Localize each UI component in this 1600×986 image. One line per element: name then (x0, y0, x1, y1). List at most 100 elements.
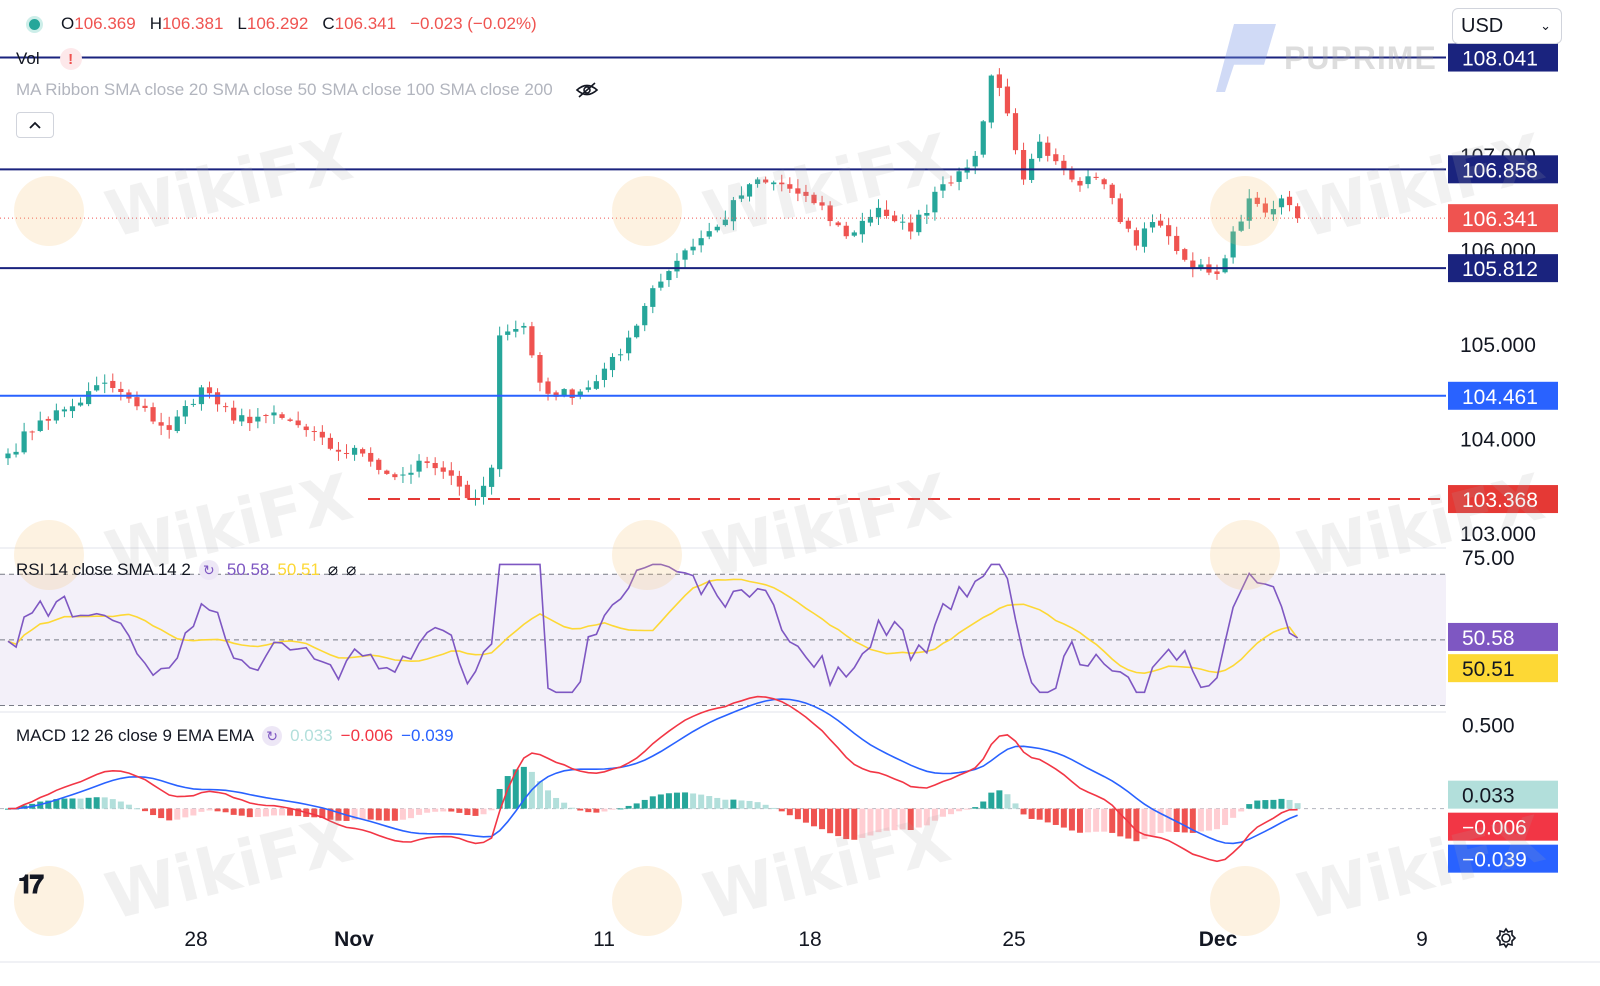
candle-body (1157, 220, 1164, 226)
candle-body (819, 202, 825, 206)
candle-body (13, 451, 19, 455)
candle-body (1061, 160, 1067, 169)
macd-histogram-bar (1286, 799, 1293, 809)
macd-histogram-bar (730, 799, 737, 809)
macd-histogram-bar (77, 798, 84, 809)
macd-histogram-bar (311, 808, 318, 818)
ohlc-low: L106.292 (237, 14, 309, 33)
macd-histogram-bar (1117, 808, 1124, 837)
candle-body (223, 406, 229, 408)
candle-body (1053, 154, 1059, 162)
macd-value-tag (1448, 780, 1558, 809)
candle-body (730, 200, 736, 222)
rsi-line (7, 563, 1299, 694)
rsi-legend[interactable]: RSI 14 close SMA 14 2 ↻ 50.58 50.51 ⌀ ⌀ (16, 560, 356, 580)
vol-legend[interactable]: Vol ! (16, 48, 82, 70)
candle-body (448, 470, 454, 476)
candle-body (883, 209, 890, 217)
macd-histogram-bar (1085, 808, 1092, 833)
macd-histogram-bar (601, 808, 608, 812)
macd-histogram-bar (246, 808, 253, 818)
macd-histogram-bar (698, 794, 705, 809)
candle-body (1101, 179, 1107, 185)
candle-body (771, 182, 777, 185)
candle-body (432, 462, 438, 469)
candle-body (142, 405, 148, 408)
candle-body (553, 392, 559, 397)
macd-histogram-bar (222, 808, 229, 813)
macd-histogram-bar (972, 807, 979, 809)
macd-tick-label: 0.500 (1462, 714, 1515, 737)
candle-body (763, 179, 769, 183)
warning-icon[interactable]: ! (59, 48, 82, 70)
macd-histogram-bar (408, 808, 414, 819)
level-price-tag (1448, 155, 1558, 184)
candle-body (190, 403, 196, 405)
macd-histogram-bar (649, 796, 656, 809)
candle-body (37, 420, 43, 431)
tradingview-logo-icon[interactable]: 𝟏𝟕 (18, 870, 44, 900)
macd-histogram-bar (931, 808, 938, 821)
macd-histogram-bar (166, 808, 173, 821)
candle-body (666, 271, 672, 281)
candle-body (1174, 235, 1180, 251)
macd-histogram-bar (778, 808, 785, 812)
candle-body (118, 388, 124, 393)
macd-histogram-bar (1093, 808, 1100, 832)
candle-body (835, 222, 841, 226)
candle-body (158, 422, 164, 426)
cycle-icon[interactable]: ↻ (198, 560, 219, 580)
gear-icon[interactable] (1494, 926, 1518, 950)
candle-body (1133, 230, 1139, 246)
eye-crossed-icon[interactable] (575, 81, 599, 99)
candle-body (948, 182, 954, 184)
level-price-label: 108.041 (1462, 48, 1538, 71)
candle-body (368, 452, 374, 462)
macd-histogram-bar (794, 808, 801, 820)
candle-body (456, 475, 462, 487)
candle-body (609, 356, 616, 371)
candle-body (1286, 196, 1293, 206)
macd-legend[interactable]: MACD 12 26 close 9 EMA EMA ↻ 0.033 −0.00… (16, 726, 454, 746)
macd-histogram-bar (577, 808, 584, 811)
currency-select[interactable]: USD ⌄ (1452, 8, 1562, 44)
macd-histogram-bar (230, 808, 237, 815)
ma-ribbon-legend[interactable]: MA Ribbon SMA close 20 SMA close 50 SMA … (16, 80, 599, 100)
macd-histogram-bar (1157, 808, 1164, 833)
candle-body (561, 389, 567, 396)
macd-line (7, 695, 1298, 863)
cycle-icon[interactable]: ↻ (262, 726, 283, 746)
rsi-value-tag-label: 50.58 (1462, 627, 1515, 650)
candle-body (247, 416, 253, 424)
candle-body (513, 328, 519, 332)
candle-body (972, 155, 978, 167)
macd-histogram-bar (827, 808, 834, 834)
macd-histogram-bar (279, 808, 286, 816)
candle-body (537, 355, 543, 383)
macd-histogram-bar (142, 808, 149, 812)
candle-body (77, 402, 84, 406)
macd-histogram-bar (383, 808, 390, 821)
macd-histogram-bar (545, 790, 552, 809)
macd-histogram-bar (1149, 808, 1156, 836)
macd-histogram-bar (295, 808, 302, 817)
macd-histogram-bar (359, 808, 366, 820)
candle-body (1093, 176, 1099, 178)
macd-histogram-bar (206, 808, 213, 811)
macd-histogram-bar (270, 808, 277, 816)
macd-histogram-bar (673, 792, 680, 809)
macd-histogram-bar (101, 797, 108, 809)
collapse-legend-button[interactable] (16, 112, 54, 138)
level-price-tag (1448, 254, 1558, 283)
ohlc-close: C106.341 (322, 14, 397, 33)
candle-body (956, 171, 962, 182)
candle-body (29, 431, 35, 433)
rsi-sma-value-tag-label: 50.51 (1462, 658, 1515, 681)
macd-histogram-bar (835, 808, 842, 837)
time-tick-label: 28 (184, 928, 207, 951)
macd-histogram-bar (867, 808, 874, 836)
macd-histogram-bar (133, 808, 140, 810)
macd-histogram-bar (45, 800, 52, 809)
candle-body (174, 416, 180, 432)
